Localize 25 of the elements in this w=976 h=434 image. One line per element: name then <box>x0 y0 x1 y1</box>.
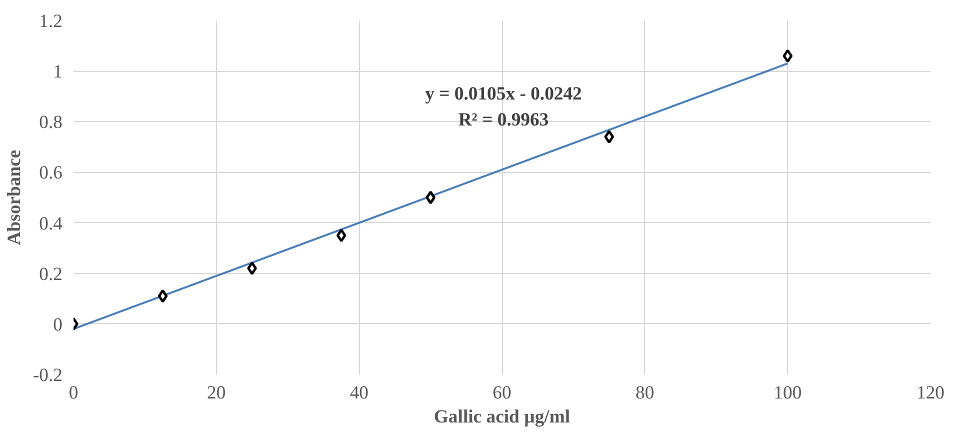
x-tick-label: 40 <box>350 382 368 404</box>
y-tick-label: 1 <box>53 62 62 83</box>
x-tick-label: 100 <box>774 382 802 404</box>
point <box>247 262 257 276</box>
y-tick-label: 0.2 <box>39 264 63 285</box>
x-tick-label: 80 <box>636 382 654 404</box>
x-tick-label: 120 <box>916 382 944 404</box>
x-axis-title: Gallic acid µg/ml <box>434 406 570 428</box>
point <box>336 228 346 242</box>
y-tick-label: 0.8 <box>39 112 63 134</box>
point <box>426 190 436 204</box>
point <box>604 130 614 144</box>
x-tick-label: 60 <box>492 382 512 404</box>
y-tick-label: 0 <box>53 314 62 336</box>
annotation: R² = 0.9963 <box>458 110 549 130</box>
point <box>158 289 168 303</box>
y-tick-label: 1.2 <box>39 11 63 32</box>
annotation: y = 0.0105x - 0.0242 <box>425 84 582 104</box>
y-axis-title: Absorbance <box>4 150 25 246</box>
y-tick-label: 0.4 <box>39 213 64 234</box>
x-tick-label: 20 <box>207 382 226 404</box>
x-tick-label: 0 <box>68 382 78 404</box>
point <box>782 49 793 63</box>
y-tick-label: -0.2 <box>32 365 63 386</box>
y-tick-label: 0.6 <box>39 162 63 184</box>
